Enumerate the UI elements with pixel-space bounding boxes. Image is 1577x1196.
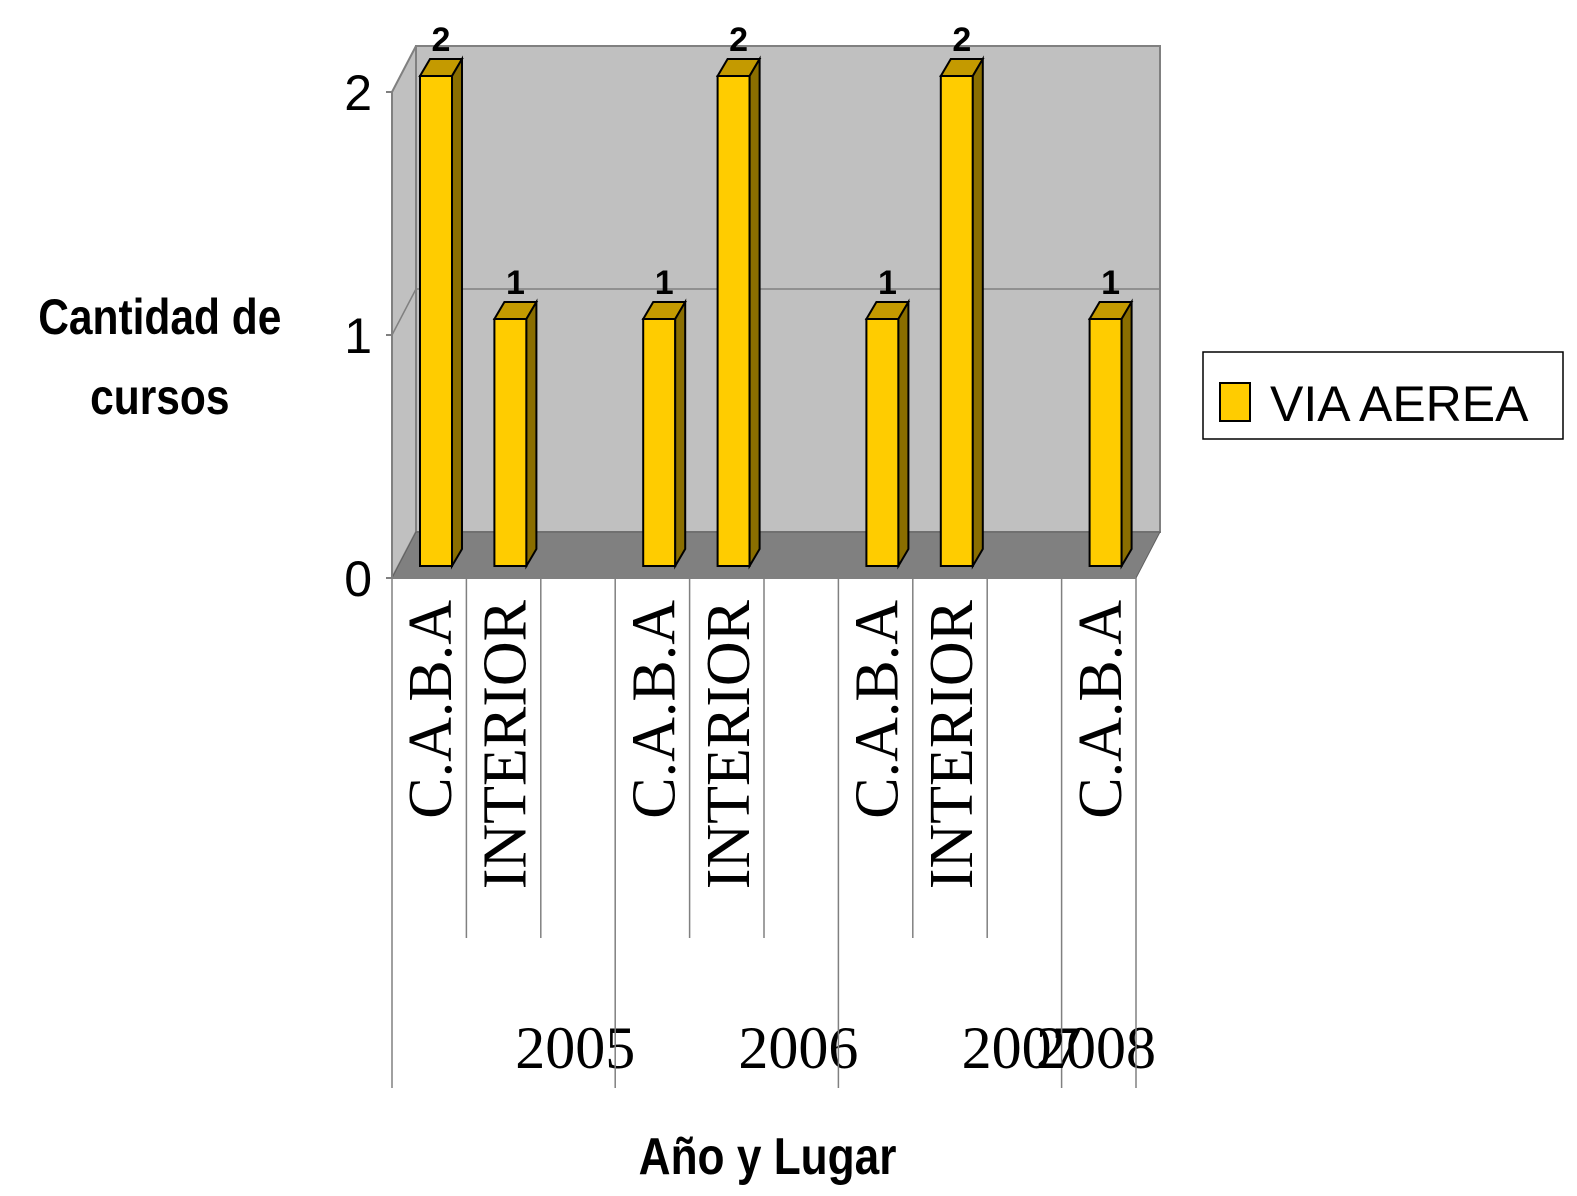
data-label: 1 bbox=[655, 264, 674, 302]
y-tick-label: 0 bbox=[344, 551, 372, 607]
legend-swatch bbox=[1219, 382, 1251, 422]
x-tick-label: C.A.B.A bbox=[620, 600, 688, 819]
bar bbox=[1088, 318, 1123, 567]
bar bbox=[642, 318, 677, 567]
legend-box bbox=[1202, 351, 1564, 440]
bar-side bbox=[674, 298, 687, 570]
bar bbox=[865, 318, 900, 567]
data-label: 2 bbox=[432, 21, 451, 59]
bar-side bbox=[451, 55, 463, 570]
grid-line-side bbox=[391, 288, 417, 336]
x-axis-title: Año y Lugar bbox=[639, 1128, 897, 1186]
y-tick-label: 1 bbox=[344, 308, 372, 364]
bar bbox=[419, 75, 453, 567]
data-label: 1 bbox=[1101, 264, 1120, 302]
x-tick-label: INTERIOR bbox=[695, 599, 763, 889]
x-tick-label: C.A.B.A bbox=[844, 600, 912, 819]
data-label: 1 bbox=[506, 264, 525, 302]
bar bbox=[493, 318, 528, 567]
x-group-label: 2008 bbox=[1036, 1015, 1156, 1081]
legend-label: VIA AEREA bbox=[1270, 376, 1529, 432]
bar-side bbox=[971, 55, 984, 570]
x-tick-label: INTERIOR bbox=[918, 599, 986, 889]
x-tick-label: INTERIOR bbox=[472, 599, 540, 889]
x-group-label: 2006 bbox=[738, 1015, 858, 1081]
y-axis-title-line-2: cursos bbox=[90, 369, 229, 425]
legend: VIA AEREA bbox=[1202, 351, 1564, 440]
bar-side bbox=[1120, 298, 1133, 570]
data-label: 2 bbox=[729, 21, 748, 59]
x-tick-label: C.A.B.A bbox=[1067, 600, 1135, 819]
x-tick-label: C.A.B.A bbox=[397, 600, 465, 819]
data-label: 1 bbox=[878, 264, 897, 302]
y-tick-label: 2 bbox=[344, 65, 372, 121]
bar-side bbox=[525, 298, 538, 570]
bar bbox=[939, 75, 974, 567]
x-group-label: 2005 bbox=[515, 1015, 635, 1081]
y-axis-title-line-1: Cantidad de bbox=[38, 289, 281, 345]
data-label: 2 bbox=[952, 21, 971, 59]
bar-side bbox=[897, 298, 910, 570]
bar bbox=[716, 75, 751, 567]
bar-side bbox=[748, 55, 761, 570]
